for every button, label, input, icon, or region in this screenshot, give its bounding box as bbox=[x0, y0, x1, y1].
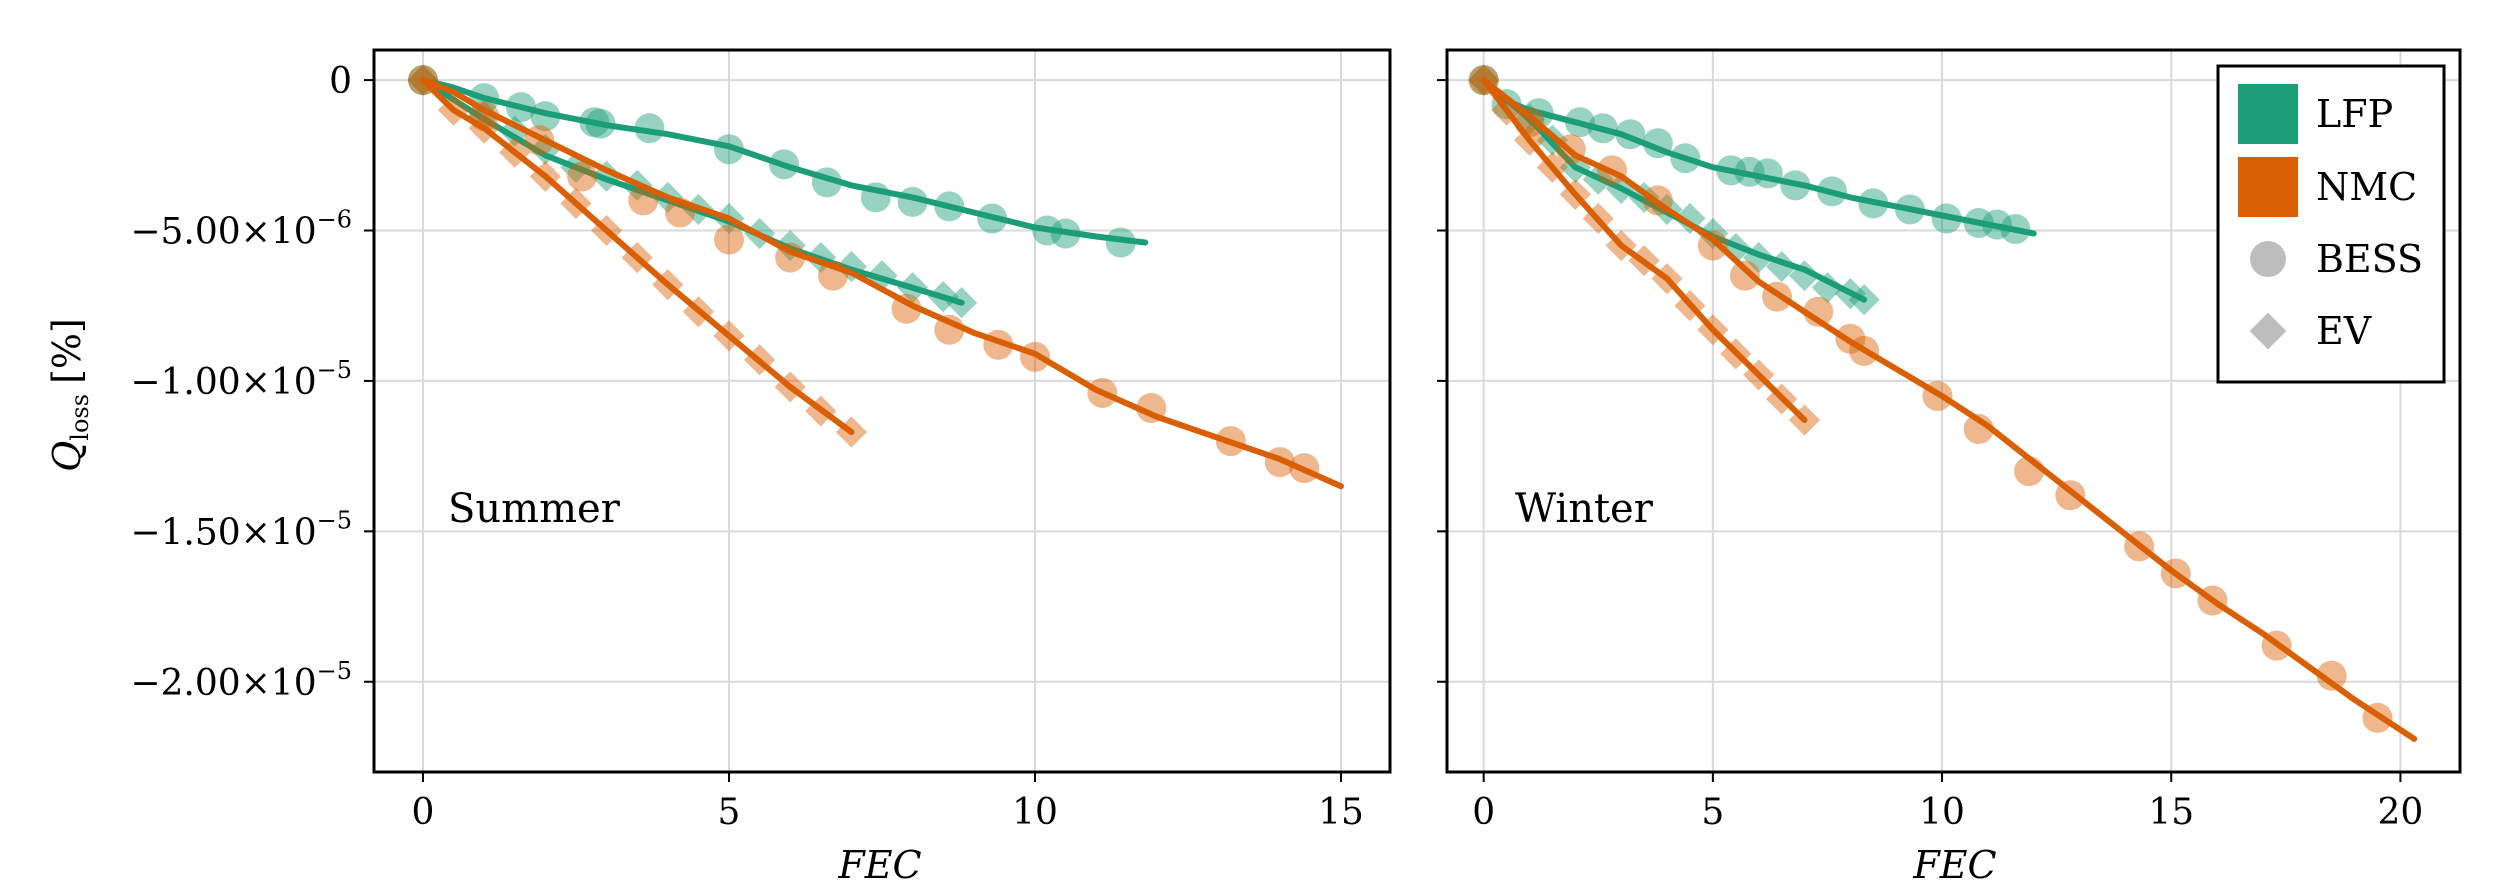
panel-summer: 0 5 10 15 0 −5.00×10−6 −1.00×10−5 −1.50×10−5 −2.… bbox=[130, 48, 1392, 883]
nmc-bess-point bbox=[1729, 260, 1760, 291]
grid-summer bbox=[374, 50, 1390, 772]
y-axis-title-sub: loss bbox=[66, 394, 94, 441]
y-tick-label: 0 bbox=[329, 61, 352, 102]
series-summer bbox=[407, 64, 1344, 490]
y-tick-label: −2.00×10−5 bbox=[130, 657, 352, 704]
x-tick-label: 15 bbox=[2148, 792, 2194, 833]
legend-swatch-nmc bbox=[2238, 157, 2298, 217]
x-tick-label: 10 bbox=[1012, 792, 1058, 833]
ticks-winter: 0 5 10 15 20 bbox=[1437, 79, 2424, 833]
legend-swatch-lfp bbox=[2238, 84, 2298, 144]
legend-label-lfp: LFP bbox=[2316, 92, 2393, 136]
legend-diamond-marker-icon bbox=[2249, 312, 2287, 350]
series-nmc-bess bbox=[407, 65, 1344, 490]
series-lfp-bess bbox=[1468, 65, 2037, 244]
series-winter bbox=[1468, 64, 2418, 742]
nmc-bess-point bbox=[713, 224, 744, 255]
x-tick-label: 10 bbox=[1919, 792, 1965, 833]
y-axis-title-main: Q bbox=[45, 441, 89, 472]
panel-annotation-summer: Summer bbox=[448, 486, 621, 532]
lfp-bess-point bbox=[1105, 227, 1136, 258]
x-tick-label: 5 bbox=[1701, 792, 1724, 833]
legend-item-ev: EV bbox=[2249, 309, 2372, 353]
y-tick-label: −1.50×10−5 bbox=[130, 506, 352, 553]
y-axis-title: Qloss [%] bbox=[45, 318, 94, 472]
y-tick-label: −5.00×10−6 bbox=[130, 206, 352, 253]
series-nmc-bess bbox=[1468, 65, 2418, 742]
legend-label-ev: EV bbox=[2316, 309, 2372, 353]
lfp-bess-line bbox=[1480, 77, 2037, 237]
series-lfp-bess bbox=[407, 65, 1149, 258]
x-tick-label: 5 bbox=[718, 792, 741, 833]
legend-item-bess: BESS bbox=[2250, 237, 2423, 281]
legend: LFP NMC BESS EV bbox=[2216, 64, 2446, 384]
legend-item-nmc: NMC bbox=[2238, 157, 2417, 217]
x-axis-title-winter: FEC bbox=[1912, 843, 1996, 883]
nmc-ev-line bbox=[1480, 77, 1808, 423]
ticks-summer: 0 5 10 15 0 −5.00×10−6 −1.00×10−5 −1.50×10−5 −2.… bbox=[130, 61, 1364, 833]
x-tick-label: 20 bbox=[2378, 792, 2424, 833]
x-tick-label: 0 bbox=[1472, 792, 1495, 833]
svg-text:Qloss[%]: Qloss [%] bbox=[45, 318, 94, 472]
lfp-bess-line bbox=[420, 77, 1149, 246]
legend-circle-marker-icon bbox=[2250, 241, 2286, 277]
lfp-bess-point bbox=[634, 113, 665, 144]
panel-annotation-winter: Winter bbox=[1515, 486, 1654, 532]
x-tick-label: 15 bbox=[1318, 792, 1364, 833]
axes-frame-summer bbox=[372, 48, 1392, 774]
legend-item-lfp: LFP bbox=[2238, 84, 2393, 144]
nmc-bess-point bbox=[2316, 660, 2347, 691]
legend-label-nmc: NMC bbox=[2316, 165, 2417, 209]
nmc-ev-line bbox=[420, 77, 855, 436]
x-axis-title-summer: FEC bbox=[837, 843, 921, 883]
axes-frame-winter bbox=[1445, 48, 2462, 774]
legend-label-bess: BESS bbox=[2316, 237, 2423, 281]
nmc-bess-point bbox=[567, 161, 598, 192]
y-tick-label: −1.00×10−5 bbox=[130, 356, 352, 403]
nmc-bess-line bbox=[420, 77, 1344, 490]
x-tick-label: 0 bbox=[412, 792, 435, 833]
y-axis-title-unit: [%] bbox=[45, 318, 89, 384]
nmc-bess-line bbox=[1480, 77, 2418, 742]
